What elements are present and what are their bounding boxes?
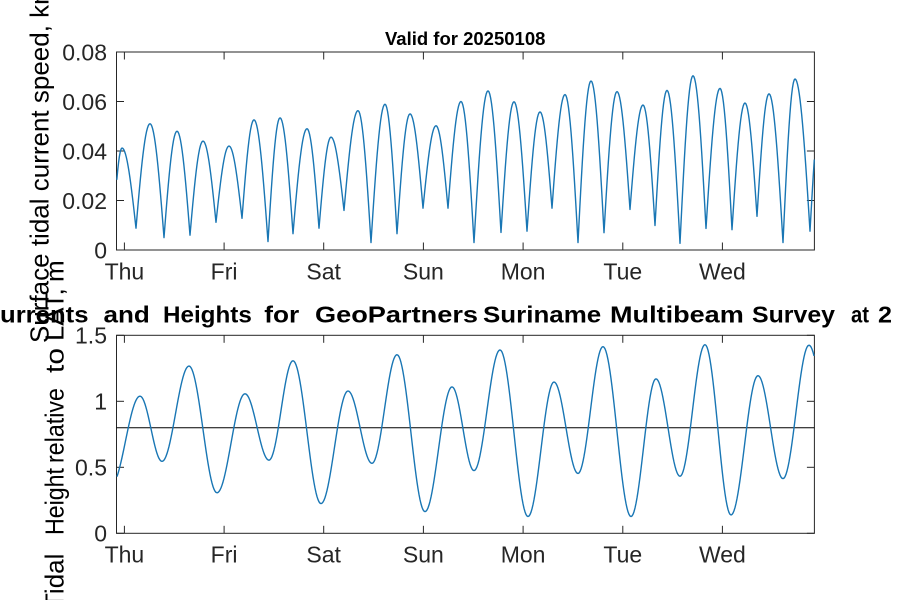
svg-text:at: at (851, 302, 869, 328)
svg-text:Tue: Tue (603, 258, 642, 284)
svg-text:Mon: Mon (501, 542, 546, 568)
svg-text:Fri: Fri (211, 542, 238, 568)
svg-text:0.02: 0.02 (62, 188, 107, 214)
svg-text:Fri: Fri (211, 258, 238, 284)
svg-text:m: m (40, 260, 70, 282)
svg-text:Heights: Heights (163, 302, 252, 328)
svg-text:Thu: Thu (105, 542, 145, 568)
svg-text:and: and (104, 302, 150, 328)
svg-text:Sat: Sat (306, 258, 341, 284)
svg-text:Wed: Wed (699, 542, 746, 568)
svg-text:Height: Height (40, 467, 70, 535)
svg-text:0: 0 (94, 237, 107, 263)
svg-text:1: 1 (94, 389, 107, 415)
svg-text:Sun: Sun (403, 542, 444, 568)
svg-text:Suriname: Suriname (483, 302, 601, 328)
svg-text:to: to (40, 348, 70, 373)
svg-text:LAT,: LAT, (40, 288, 70, 341)
svg-text:0.5: 0.5 (75, 455, 107, 481)
svg-text:Tidal: Tidal (40, 554, 70, 600)
svg-text:urrents: urrents (0, 302, 89, 328)
svg-text:Sat: Sat (306, 542, 341, 568)
svg-text:0.08: 0.08 (62, 39, 107, 65)
svg-text:Thu: Thu (105, 258, 145, 284)
svg-text:Sun: Sun (403, 258, 444, 284)
svg-text:relative: relative (40, 388, 70, 463)
svg-text:Surface tidal current speed, k: Surface tidal current speed, knots (25, 0, 55, 343)
svg-text:Mon: Mon (501, 258, 546, 284)
svg-text:0.04: 0.04 (62, 138, 107, 164)
svg-text:for: for (264, 302, 299, 328)
svg-text:Survey: Survey (752, 302, 835, 328)
svg-text:0.06: 0.06 (62, 89, 107, 115)
svg-text:Tue: Tue (603, 542, 642, 568)
svg-text:0: 0 (94, 521, 107, 547)
svg-text:GeoPartners: GeoPartners (315, 302, 478, 328)
svg-text:Valid for 20250108: Valid for 20250108 (385, 28, 545, 49)
svg-text:Multibeam: Multibeam (610, 302, 744, 328)
svg-text:2: 2 (878, 302, 892, 328)
svg-text:1.5: 1.5 (75, 323, 107, 349)
svg-text:Wed: Wed (699, 258, 746, 284)
